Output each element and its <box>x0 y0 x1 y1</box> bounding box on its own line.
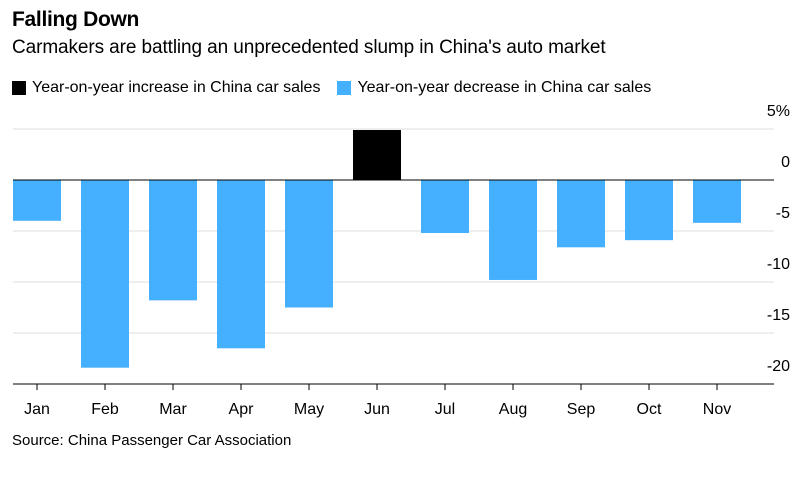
legend-item-decrease: Year-on-year decrease in China car sales <box>337 79 651 97</box>
tick-labels: 5% 0 -5 -10 -15 -20 Jan Feb Mar Apr May Jun Jul Aug Se… <box>24 103 790 418</box>
y-tick-label: -15 <box>767 307 790 324</box>
bar-jul <box>421 180 469 234</box>
x-tick-label: Jul <box>435 401 455 418</box>
bar-may <box>285 180 333 308</box>
y-tick-label: -20 <box>767 358 790 375</box>
x-tick-label: May <box>294 401 324 418</box>
legend: Year-on-year increase in China car sales… <box>12 79 668 97</box>
axes <box>13 179 774 390</box>
bar-jan <box>13 180 61 221</box>
bar-mar <box>149 180 197 301</box>
chart-title: Falling Down <box>12 8 140 31</box>
y-tick-label: 0 <box>781 154 790 171</box>
x-tick-label: Jan <box>24 401 50 418</box>
legend-label-decrease: Year-on-year decrease in China car sales <box>357 79 652 96</box>
bars <box>13 130 741 368</box>
chart-subtitle: Carmakers are battling an unprecedented … <box>12 37 606 58</box>
x-tick-label: Jun <box>364 401 390 418</box>
source-note: Source: China Passenger Car Association <box>12 432 292 449</box>
x-tick-label: Aug <box>499 401 527 418</box>
bar-nov <box>693 180 741 223</box>
x-tick-label: Mar <box>159 401 187 418</box>
bar-aug <box>489 180 537 280</box>
bar-oct <box>625 180 673 241</box>
y-tick-label: -5 <box>776 205 790 222</box>
legend-label-increase: Year-on-year increase in China car sales <box>32 79 321 96</box>
legend-swatch-increase <box>12 81 26 95</box>
bar-apr <box>217 180 265 349</box>
legend-item-increase: Year-on-year increase in China car sales <box>12 79 320 97</box>
bar-jun <box>353 130 401 180</box>
x-tick-label: Oct <box>637 401 662 418</box>
x-tick-label: Feb <box>91 401 119 418</box>
x-tick-label: Sep <box>567 401 596 418</box>
y-tick-label: -10 <box>767 256 790 273</box>
legend-swatch-decrease <box>337 81 352 95</box>
bar-sep <box>557 180 605 248</box>
x-tick-label: Nov <box>703 401 731 418</box>
x-tick-label: Apr <box>229 401 255 418</box>
bar-feb <box>81 180 129 368</box>
y-tick-label: 5% <box>767 103 790 120</box>
